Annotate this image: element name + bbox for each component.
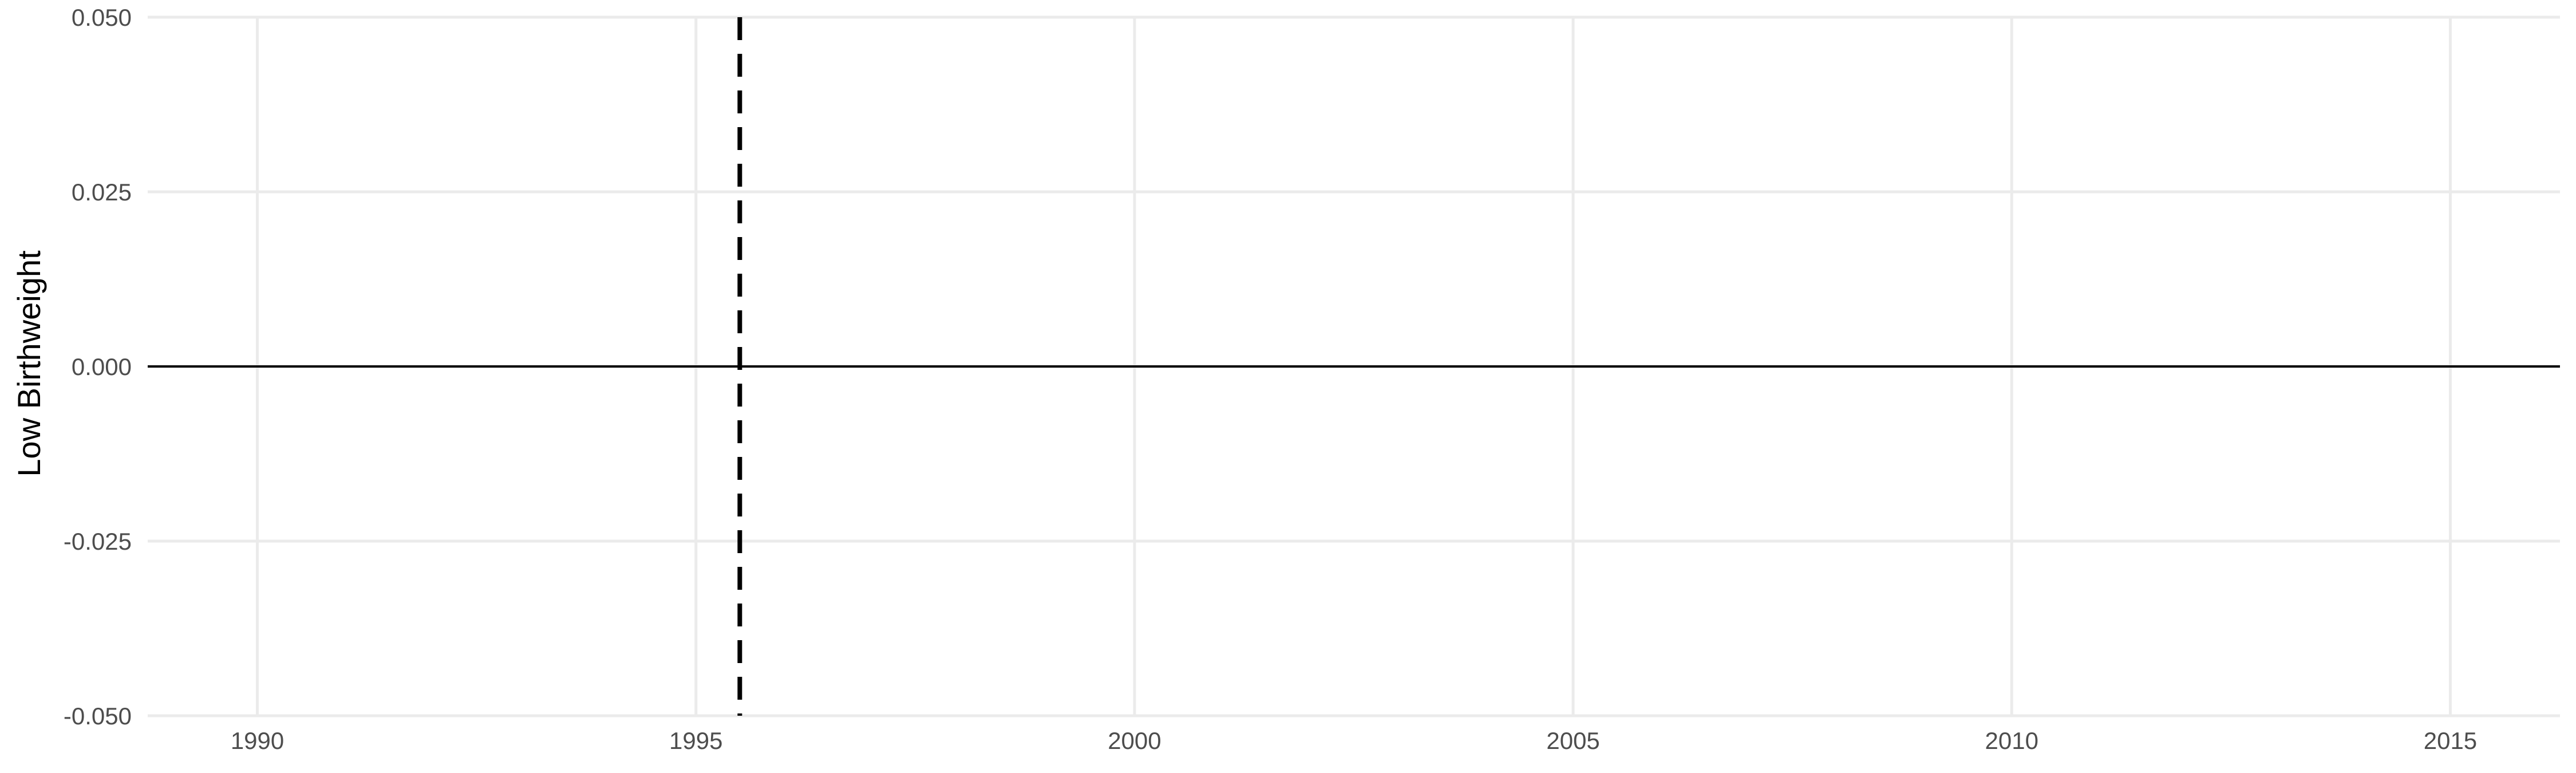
- x-tick-label: 2000: [1108, 727, 1161, 754]
- y-tick-label: 0.000: [72, 353, 132, 380]
- x-tick-label: 2015: [2424, 727, 2477, 754]
- tick-labels-layer: -0.050 -0.025 0.000 0.025 0.050 1990 1995 2000 2…: [64, 4, 2477, 754]
- x-tick-label: 1990: [231, 727, 284, 754]
- reference-lines-layer: [148, 17, 2560, 716]
- y-tick-label: 0.050: [72, 4, 132, 31]
- y-tick-label: 0.025: [72, 179, 132, 206]
- x-tick-label: 2010: [1985, 727, 2038, 754]
- y-axis-title: Low Birthweight: [11, 250, 47, 477]
- y-tick-label: -0.025: [64, 528, 132, 555]
- x-tick-label: 1995: [669, 727, 722, 754]
- y-tick-label: -0.050: [64, 703, 132, 729]
- x-tick-label: 2005: [1546, 727, 1599, 754]
